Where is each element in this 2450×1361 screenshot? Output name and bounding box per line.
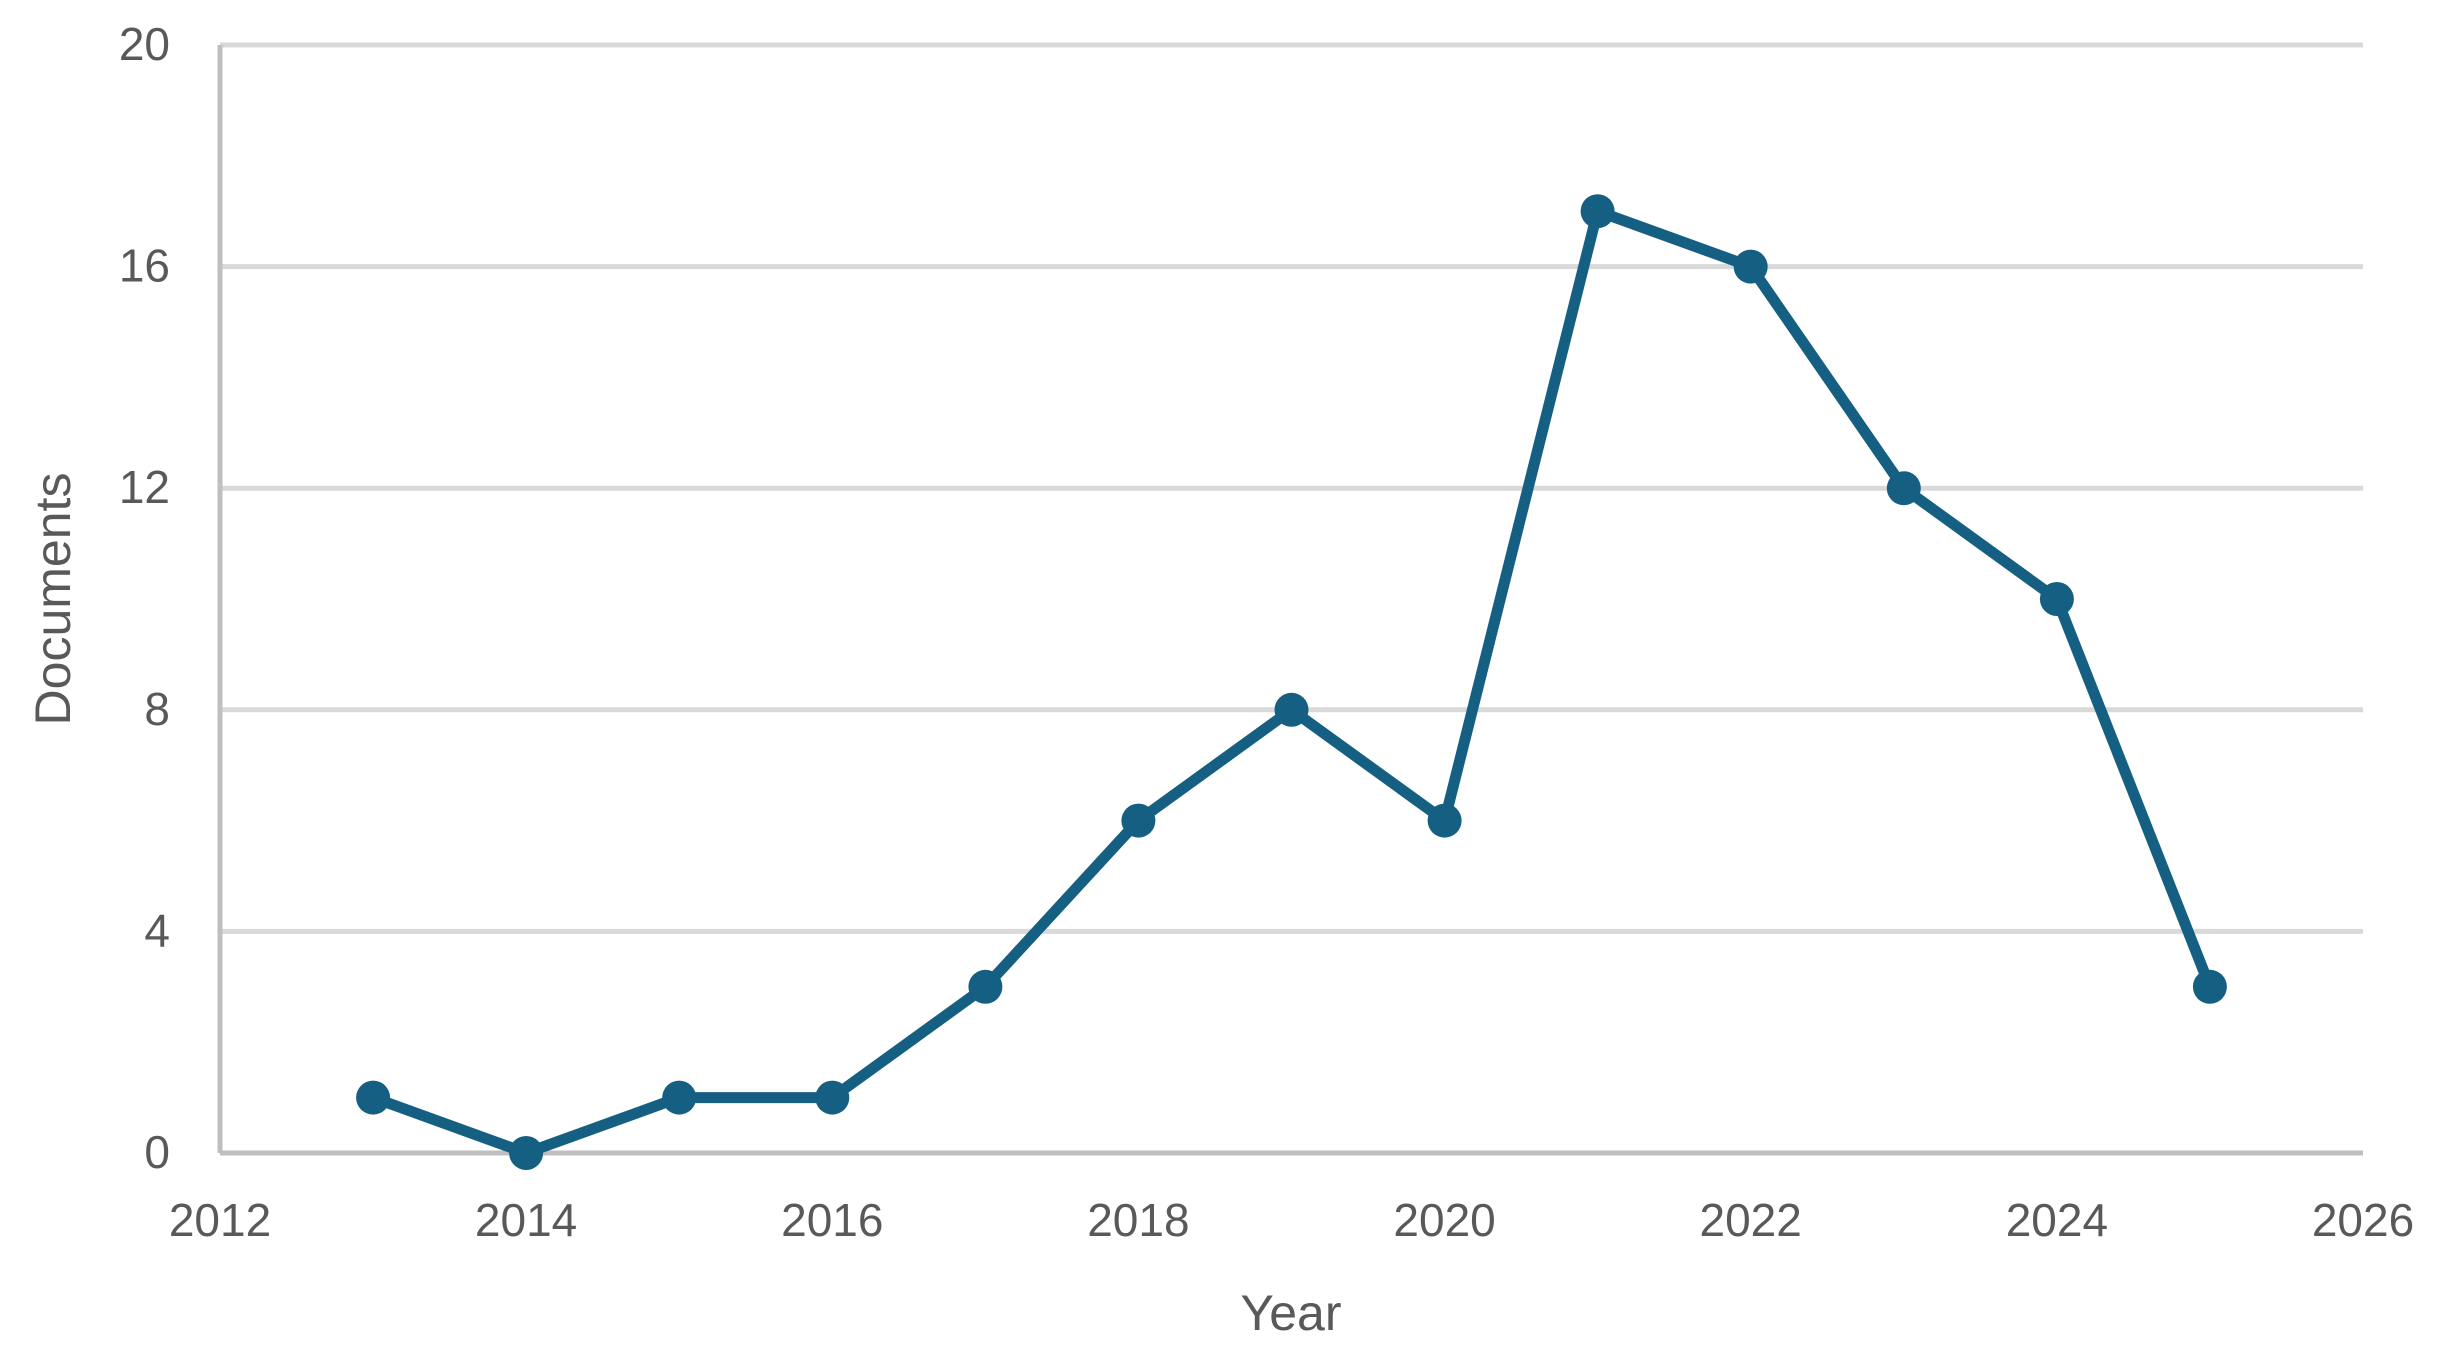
x-tick-label-2014: 2014	[475, 1194, 577, 1246]
data-point-2023	[1886, 471, 1921, 506]
data-series-group	[356, 194, 2227, 1170]
x-tick-label-2026: 2026	[2312, 1194, 2414, 1246]
data-point-2017	[968, 969, 1003, 1004]
x-tick-labels-group: 2012 2014 2016 2018 2020 2022 2024 2026	[169, 1194, 2414, 1246]
x-tick-label-2020: 2020	[1393, 1194, 1495, 1246]
x-axis-title: Year	[1240, 1285, 1341, 1341]
x-tick-label-2016: 2016	[781, 1194, 883, 1246]
axis-lines-group	[217, 45, 2363, 1156]
series-line	[367, 205, 2216, 1159]
data-point-2013	[356, 1080, 391, 1115]
y-tick-label-12: 12	[119, 461, 170, 513]
y-tick-label-4: 4	[144, 904, 170, 956]
data-point-2020	[1427, 803, 1462, 838]
y-tick-labels-group: 0 4 8 12 16 20	[119, 18, 170, 1178]
data-point-2019	[1274, 692, 1309, 727]
y-tick-label-16: 16	[119, 240, 170, 292]
data-point-2014	[509, 1136, 544, 1170]
data-point-2016	[815, 1080, 850, 1115]
data-point-2024	[2039, 582, 2074, 616]
x-tick-label-2012: 2012	[169, 1194, 271, 1246]
x-tick-label-2022: 2022	[1700, 1194, 1802, 1246]
x-tick-label-2018: 2018	[1087, 1194, 1189, 1246]
y-tick-label-8: 8	[144, 683, 170, 735]
x-tick-label-2024: 2024	[2006, 1194, 2108, 1246]
y-axis-title: Documents	[25, 473, 81, 726]
data-point-2025	[2192, 969, 2227, 1004]
data-point-2018	[1121, 803, 1156, 838]
data-point-2021	[1580, 194, 1615, 229]
y-tick-label-0: 0	[144, 1126, 170, 1178]
data-point-2015	[662, 1080, 697, 1115]
y-tick-label-20: 20	[119, 18, 170, 70]
gridlines-group	[220, 42, 2363, 934]
data-point-2022	[1733, 249, 1768, 284]
